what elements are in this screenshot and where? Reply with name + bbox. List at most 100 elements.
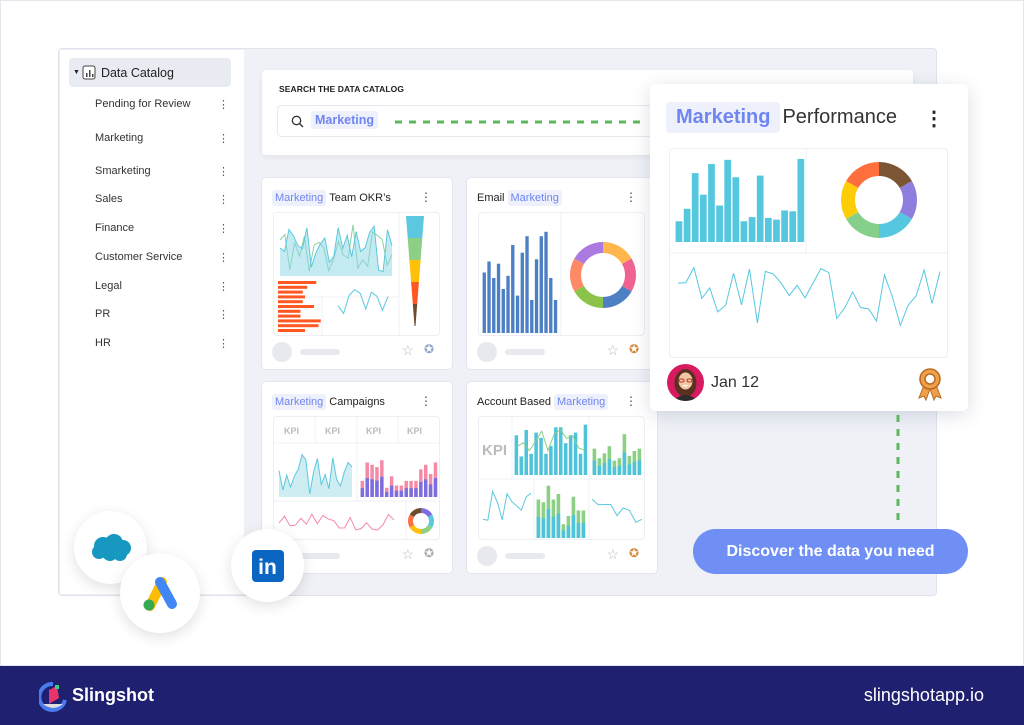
- donut-slice: [899, 181, 917, 219]
- donut-slice: [574, 242, 603, 264]
- kebab-menu-icon[interactable]: ⋮: [218, 223, 229, 235]
- donut-slice: [841, 181, 859, 219]
- card-tag: Marketing: [272, 190, 327, 206]
- sidebar-item[interactable]: HR: [95, 337, 111, 349]
- bar-mark: [534, 432, 538, 475]
- donut-slice: [603, 286, 632, 308]
- funnel-segment: [412, 304, 418, 326]
- bar-mark: [597, 465, 602, 475]
- donut-slice: [421, 508, 433, 517]
- discover-data-button[interactable]: Discover the data you need: [693, 529, 968, 574]
- dashboard-card[interactable]: Marketing Team OKR’s ⋮ ☆ ✪: [261, 177, 453, 370]
- more-options-icon[interactable]: ⋮: [625, 394, 637, 408]
- bar-mark: [375, 480, 379, 497]
- kebab-menu-icon[interactable]: ⋮: [218, 133, 229, 145]
- kebab-menu-icon[interactable]: ⋮: [218, 166, 229, 178]
- bar-mark: [563, 443, 568, 475]
- bar-mark: [399, 490, 404, 497]
- sidebar: [60, 50, 244, 594]
- author-placeholder: [505, 553, 545, 559]
- search-input[interactable]: Marketing: [277, 105, 657, 137]
- bar-mark: [278, 290, 303, 294]
- funnel-segment: [409, 260, 421, 282]
- card-tag: Marketing: [507, 190, 562, 206]
- google-ads-logo: [120, 553, 200, 633]
- featured-charts: [670, 149, 947, 328]
- sidebar-item[interactable]: Customer Service: [95, 251, 183, 263]
- line-mark: [677, 266, 941, 328]
- sidebar-item[interactable]: Marketing: [95, 132, 144, 144]
- bar-mark: [389, 485, 394, 497]
- kebab-menu-icon[interactable]: ⋮: [218, 194, 229, 206]
- website-link[interactable]: slingshotapp.io: [863, 685, 984, 705]
- sidebar-item[interactable]: Finance: [95, 222, 135, 234]
- kpi-label: KPI: [366, 426, 381, 436]
- linkedin-logo: in: [231, 529, 304, 602]
- search-icon: [291, 115, 304, 128]
- bar-mark: [683, 208, 691, 242]
- bar-mark: [514, 435, 519, 475]
- kebab-menu-icon[interactable]: ⋮: [218, 252, 229, 264]
- card-chart-preview: KPI: [478, 416, 645, 540]
- sidebar-item-data-catalog[interactable]: ▼ Data Catalog: [69, 58, 231, 87]
- favorite-star-icon[interactable]: ☆: [606, 342, 619, 358]
- brand-name: Slingshot: [72, 685, 154, 705]
- more-options-icon[interactable]: ⋮: [625, 190, 637, 204]
- more-options-icon[interactable]: ⋮: [420, 394, 432, 408]
- dashboard-card[interactable]: Account Based Marketing ⋮ KPI ☆ ✪: [466, 381, 658, 574]
- bar-mark: [554, 427, 558, 475]
- bar-mark: [789, 211, 797, 242]
- bar-mark: [428, 484, 433, 497]
- bar-mark: [568, 435, 573, 475]
- slingshot-logo-icon: [39, 682, 67, 712]
- more-options-icon[interactable]: ⋮: [924, 108, 944, 130]
- bar-mark: [583, 424, 588, 475]
- bar-mark: [487, 261, 491, 333]
- featured-title: Performance: [782, 106, 897, 128]
- kebab-menu-icon[interactable]: ⋮: [218, 309, 229, 321]
- sidebar-item[interactable]: PR: [95, 308, 111, 320]
- bar-mark: [520, 252, 524, 333]
- bar-mark: [724, 159, 732, 242]
- sidebar-item[interactable]: Legal: [95, 280, 122, 292]
- bar-mark: [556, 513, 561, 538]
- sidebar-root-label: Data Catalog: [100, 65, 174, 80]
- bar-mark: [534, 259, 539, 333]
- sidebar-item[interactable]: Pending for Review: [95, 98, 191, 110]
- bar-mark: [797, 159, 805, 242]
- funnel-segment: [406, 216, 424, 238]
- avatar-placeholder: [477, 546, 497, 566]
- dashboard-card[interactable]: Email Marketing ⋮ ☆ ✪: [466, 177, 658, 370]
- bar-mark: [571, 515, 576, 538]
- caret-down-icon: ▼: [73, 69, 80, 76]
- favorite-star-icon[interactable]: ☆: [606, 546, 619, 562]
- avatar-placeholder: [272, 342, 292, 362]
- kebab-menu-icon[interactable]: ⋮: [218, 99, 229, 111]
- bar-mark: [581, 522, 586, 538]
- award-icon: ✪: [628, 342, 639, 356]
- card-tag: Marketing: [272, 394, 327, 410]
- search-label: SEARCH THE DATA CATALOG: [279, 84, 405, 94]
- sidebar-item[interactable]: Sales: [95, 193, 123, 205]
- bar-mark: [278, 295, 305, 299]
- bar-mark: [370, 479, 374, 497]
- favorite-star-icon[interactable]: ☆: [401, 546, 414, 562]
- donut-slice: [409, 525, 421, 534]
- bar-mark: [559, 427, 563, 475]
- bar-mark: [566, 525, 571, 538]
- donut-slice: [603, 242, 632, 264]
- award-icon: ✪: [423, 546, 434, 560]
- dashed-connector: [395, 120, 645, 124]
- award-icon: [918, 368, 942, 401]
- featured-tag: Marketing: [666, 102, 781, 133]
- featured-dashboard-card[interactable]: Marketing Performance ⋮ Jan 12: [650, 84, 968, 411]
- donut-slice: [570, 258, 584, 292]
- bar-mark: [384, 491, 389, 497]
- kebab-menu-icon[interactable]: ⋮: [218, 338, 229, 350]
- sidebar-item[interactable]: Smarketing: [95, 165, 151, 177]
- catalog-icon: [82, 65, 96, 80]
- bar-mark: [365, 478, 369, 497]
- kebab-menu-icon[interactable]: ⋮: [218, 281, 229, 293]
- favorite-star-icon[interactable]: ☆: [401, 342, 414, 358]
- more-options-icon[interactable]: ⋮: [420, 190, 432, 204]
